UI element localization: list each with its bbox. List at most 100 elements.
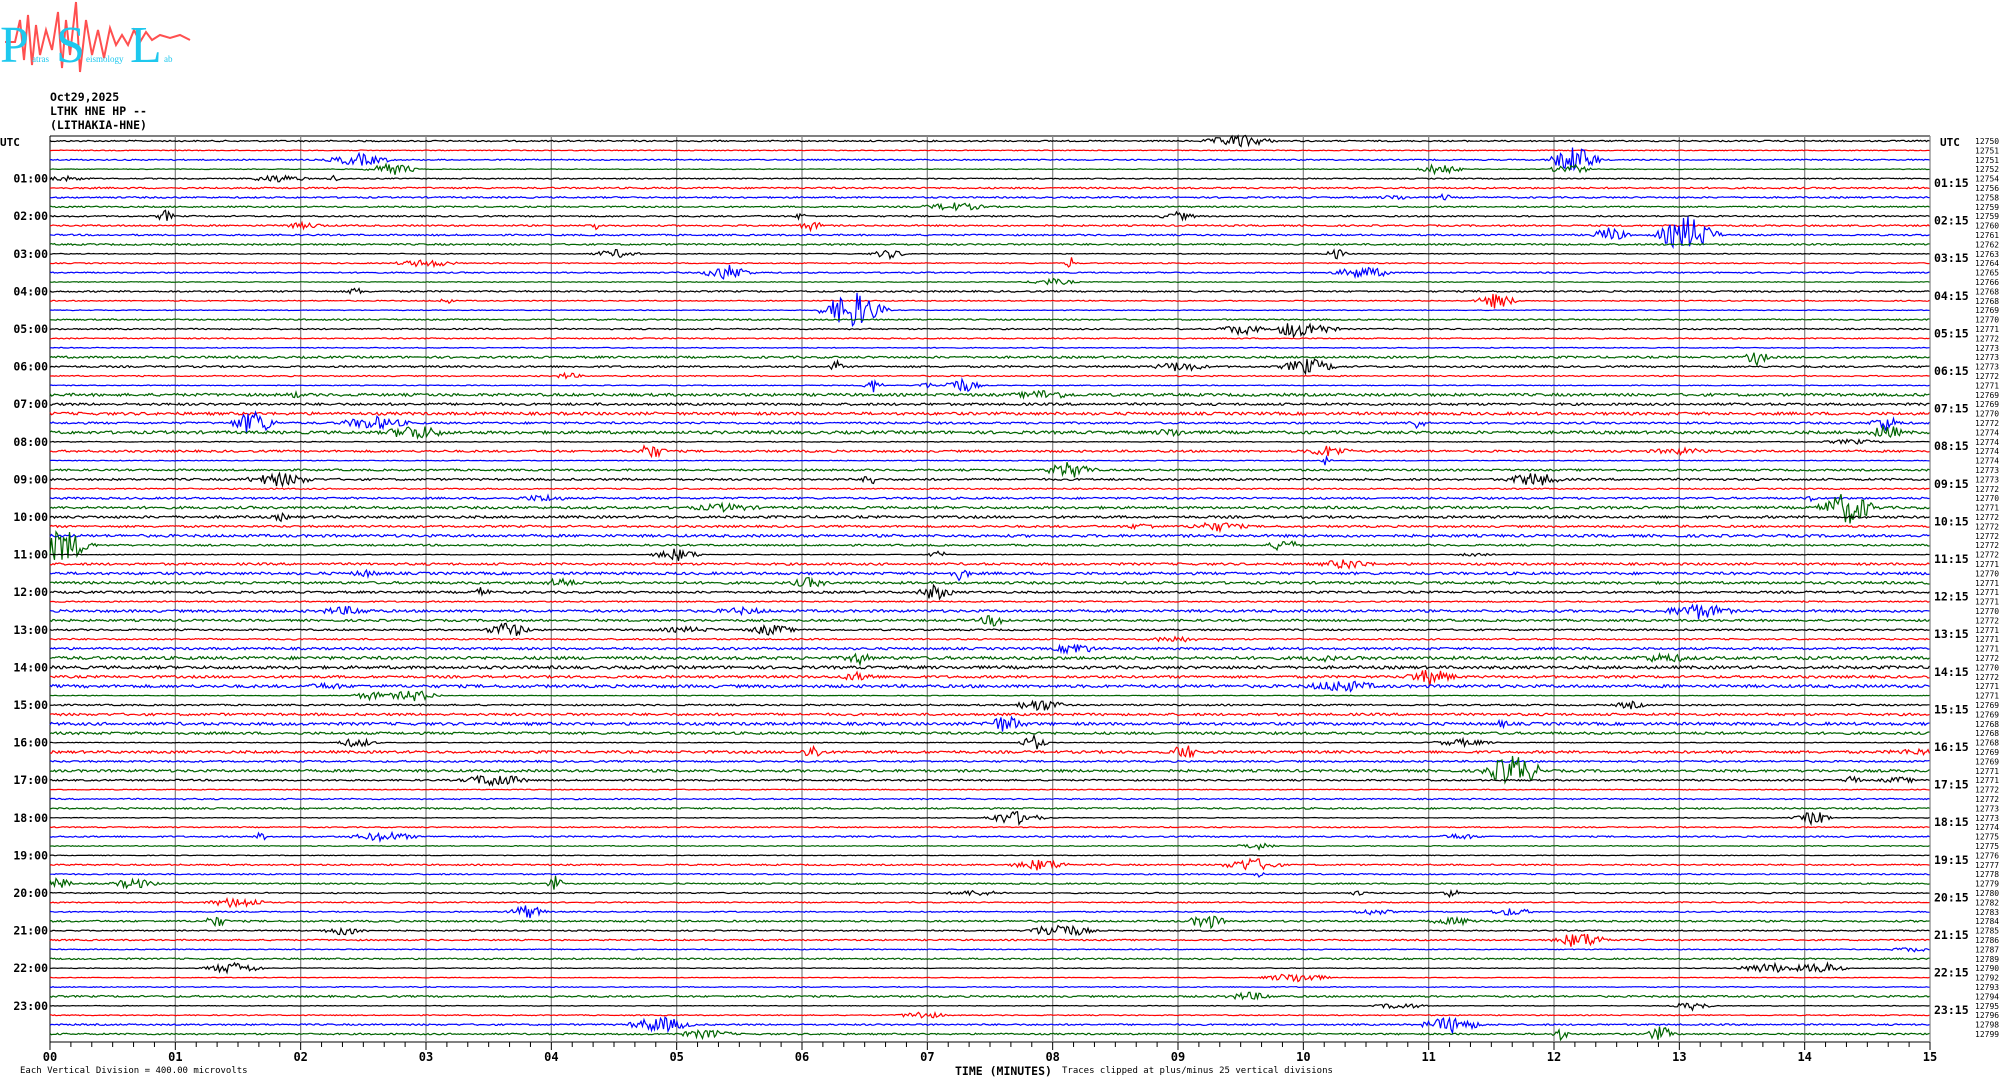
trace-offset-label: 12772	[1975, 419, 1999, 428]
seismic-trace	[49, 346, 1930, 349]
trace-offset-label: 12796	[1975, 1011, 1999, 1020]
seismic-trace	[49, 712, 1930, 717]
trace-offset-label: 12776	[1975, 851, 1999, 860]
seismic-trace	[49, 511, 1930, 523]
utc-label-right: UTC	[1940, 136, 1960, 149]
seismic-trace	[49, 162, 1930, 176]
trace-offset-label: 12759	[1975, 203, 1999, 212]
x-tick-label: 13	[1672, 1050, 1686, 1064]
seismic-trace	[50, 924, 1930, 937]
x-tick-label: 12	[1547, 1050, 1561, 1064]
seismic-trace	[49, 788, 1930, 791]
trace-offset-label: 12772	[1975, 786, 1999, 795]
hour-label-left: 10:00	[13, 510, 48, 524]
hour-label-left: 08:00	[13, 435, 48, 449]
trace-offset-label: 12772	[1975, 551, 1999, 560]
trace-offset-label: 12769	[1975, 748, 1999, 757]
seismic-trace	[49, 533, 1930, 539]
hour-label-right: 22:15	[1934, 966, 1969, 980]
trace-offset-label: 12787	[1975, 945, 1999, 954]
seismic-trace	[49, 494, 1930, 524]
seismic-trace	[49, 471, 1930, 488]
seismic-trace	[49, 888, 1930, 899]
trace-offset-label: 12770	[1975, 607, 1999, 616]
trace-offset-label: 12773	[1975, 353, 1999, 362]
x-tick-label: 01	[168, 1050, 182, 1064]
seismic-trace	[49, 322, 1930, 339]
seismic-trace	[49, 603, 1930, 620]
hour-label-left: 20:00	[13, 886, 48, 900]
logo-word-2: eismology	[86, 54, 124, 64]
hour-label-left: 14:00	[13, 660, 48, 674]
trace-offset-label: 12764	[1975, 259, 1999, 268]
trace-offset-label: 12761	[1975, 231, 1999, 240]
hour-label-left: 01:00	[13, 172, 48, 186]
hour-label-right: 04:15	[1934, 289, 1969, 303]
x-tick-label: 11	[1421, 1050, 1435, 1064]
seismic-trace	[49, 292, 1930, 328]
trace-offset-label: 12775	[1975, 842, 1999, 851]
trace-offset-label: 12770	[1975, 663, 1999, 672]
x-tick-label: 05	[669, 1050, 683, 1064]
trace-offset-label: 12772	[1975, 485, 1999, 494]
seismic-trace	[49, 905, 1930, 919]
x-tick-label: 10	[1296, 1050, 1310, 1064]
trace-offset-label: 12772	[1975, 795, 1999, 804]
hour-label-left: 11:00	[13, 548, 48, 562]
trace-offset-label: 12775	[1975, 833, 1999, 842]
trace-offset-label: 12770	[1975, 569, 1999, 578]
seismic-trace	[49, 985, 1930, 989]
seismic-trace	[49, 216, 1930, 250]
hour-label-right: 15:15	[1934, 702, 1969, 716]
trace-offset-label: 12798	[1975, 1021, 1999, 1030]
x-tick-label: 09	[1171, 1050, 1185, 1064]
date-label: Oct29,2025	[50, 90, 120, 104]
x-tick-label: 14	[1797, 1050, 1811, 1064]
trace-offset-label: 12769	[1975, 710, 1999, 719]
trace-offset-label: 12793	[1975, 983, 1999, 992]
hour-label-right: 09:15	[1934, 477, 1969, 491]
x-tick-label: 02	[293, 1050, 307, 1064]
seismic-trace	[49, 389, 1930, 400]
trace-offset-label: 12765	[1975, 269, 1999, 278]
hour-label-right: 13:15	[1934, 627, 1969, 641]
hour-label-left: 21:00	[13, 924, 48, 938]
x-tick-label: 03	[419, 1050, 433, 1064]
trace-offset-label: 12750	[1975, 137, 1999, 146]
trace-offset-label: 12771	[1975, 645, 1999, 654]
seismic-trace	[49, 699, 1930, 712]
trace-offset-label: 12771	[1975, 560, 1999, 569]
trace-offset-label: 12790	[1975, 964, 1999, 973]
logo-seismic-wave	[5, 1, 191, 73]
hour-label-left: 17:00	[13, 773, 48, 787]
seismic-trace	[49, 462, 1930, 478]
seismic-trace	[49, 174, 1930, 183]
trace-offset-label: 12759	[1975, 212, 1999, 221]
seismic-trace	[49, 209, 1930, 222]
seismic-trace	[49, 583, 1930, 601]
trace-offset-label: 12772	[1975, 513, 1999, 522]
hour-label-left: 19:00	[13, 848, 48, 862]
trace-offset-label: 12770	[1975, 494, 1999, 503]
hour-label-right: 11:15	[1934, 552, 1969, 566]
seismic-trace	[49, 186, 1930, 190]
hour-label-right: 16:15	[1934, 740, 1969, 754]
trace-offset-label: 12773	[1975, 814, 1999, 823]
seismic-trace	[49, 220, 1930, 233]
seismic-trace	[50, 248, 1930, 261]
trace-offset-label: 12772	[1975, 654, 1999, 663]
trace-offset-label: 12785	[1975, 927, 1999, 936]
hour-label-left: 15:00	[13, 698, 48, 712]
seismic-trace	[49, 614, 1930, 627]
seismic-trace	[49, 1026, 1930, 1042]
seismic-trace	[49, 897, 1930, 909]
hour-label-right: 06:15	[1934, 364, 1969, 378]
hour-label-right: 12:15	[1934, 590, 1969, 604]
seismic-trace	[49, 652, 1930, 667]
seismic-trace	[49, 444, 1930, 459]
trace-offset-label: 12778	[1975, 870, 1999, 879]
clip-note: Traces clipped at plus/minus 25 vertical…	[1062, 1066, 1333, 1076]
trace-offset-label: 12771	[1975, 381, 1999, 390]
trace-offset-label: 12770	[1975, 410, 1999, 419]
hour-label-right: 14:15	[1934, 665, 1969, 679]
